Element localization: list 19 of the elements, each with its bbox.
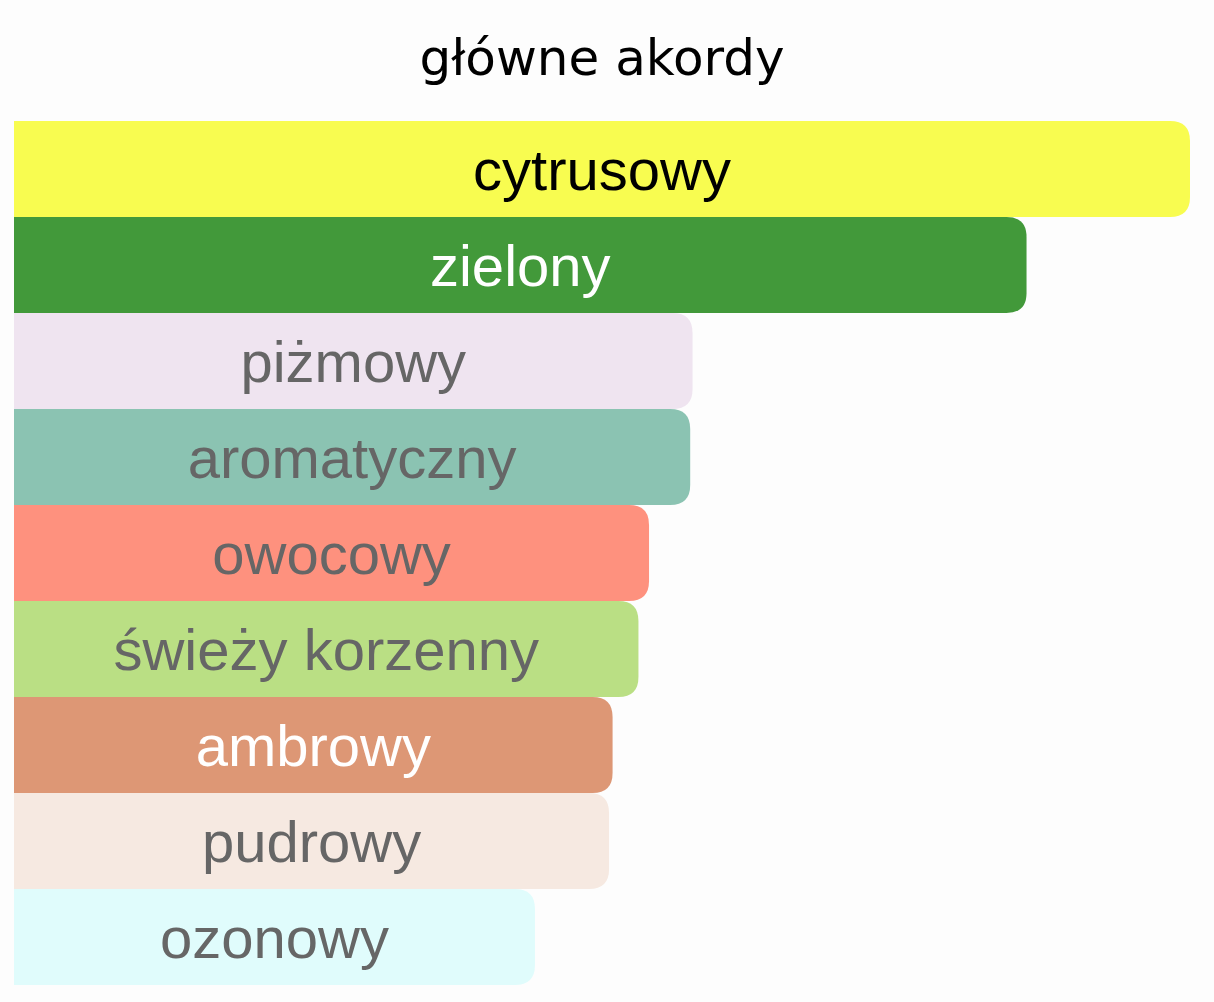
y-tick-label: ozonowy <box>160 904 389 970</box>
bar <box>14 793 610 889</box>
y-tick-label: aromatyczny <box>187 424 517 490</box>
y-tick-label: świeży korzenny <box>113 616 539 682</box>
bar <box>14 505 650 601</box>
bar <box>14 121 1190 217</box>
bar <box>14 217 1027 313</box>
y-tick-label: pudrowy <box>201 808 422 874</box>
y-tick-label: ambrowy <box>195 712 431 778</box>
bar <box>14 313 693 409</box>
bar <box>14 697 613 793</box>
y-tick-label: owocowy <box>212 520 451 586</box>
chart-title: główne akordy <box>419 29 785 87</box>
bar <box>14 889 535 985</box>
bar <box>14 601 639 697</box>
y-tick-label: cytrusowy <box>473 136 731 202</box>
bar <box>14 409 691 505</box>
y-tick-label: piżmowy <box>240 328 467 394</box>
y-tick-label: zielony <box>429 232 611 298</box>
